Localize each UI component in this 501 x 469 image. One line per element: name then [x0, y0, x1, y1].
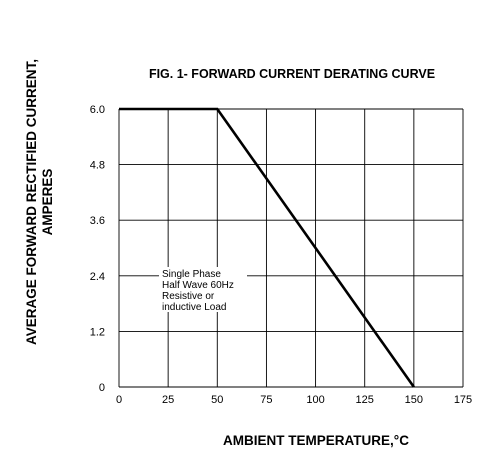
tick-labels: 0 25 50 75 100 125 150 175 0 1.2 2.4 3.6 4.8 6.0: [90, 104, 472, 406]
x-tick-label-4: 100: [306, 394, 324, 406]
annotation-line-1: Single Phase: [162, 269, 221, 280]
x-axis-title: AMBIENT TEMPERATURE,°C: [223, 433, 409, 448]
x-tick-label-2: 50: [211, 394, 223, 406]
y-axis-title: AVERAGE FORWARD RECTIFIED CURRENT, AMPER…: [24, 59, 55, 345]
y-tick-label-5: 6.0: [90, 104, 105, 116]
annotation-line-4: inductive Load: [162, 302, 227, 313]
annotation-line-2: Half Wave 60Hz: [162, 280, 234, 291]
y-tick-label-4: 4.8: [90, 160, 105, 172]
y-axis-title-line-2: AMPERES: [40, 169, 55, 236]
series-line-0: [119, 107, 415, 388]
y-tick-label-2: 2.4: [90, 271, 105, 283]
x-tick-label-0: 0: [116, 394, 122, 406]
y-tick-label-1: 1.2: [90, 326, 105, 338]
annotation-line-3: Resistive or: [162, 291, 215, 302]
x-tick-label-5: 125: [356, 394, 374, 406]
chart-title: FIG. 1- FORWARD CURRENT DERATING CURVE: [149, 67, 435, 81]
x-tick-label-3: 75: [260, 394, 272, 406]
x-tick-label-7: 175: [454, 394, 472, 406]
y-tick-label-0: 0: [99, 382, 105, 394]
annotation: Single Phase Half Wave 60Hz Resistive or…: [159, 267, 247, 313]
grid: [118, 108, 464, 388]
y-tick-label-3: 3.6: [90, 215, 105, 227]
x-tick-label-1: 25: [162, 394, 174, 406]
x-tick-label-6: 150: [405, 394, 423, 406]
series: [119, 107, 415, 388]
annotation-background: [159, 267, 247, 312]
y-axis-title-line-1: AVERAGE FORWARD RECTIFIED CURRENT,: [24, 59, 39, 345]
